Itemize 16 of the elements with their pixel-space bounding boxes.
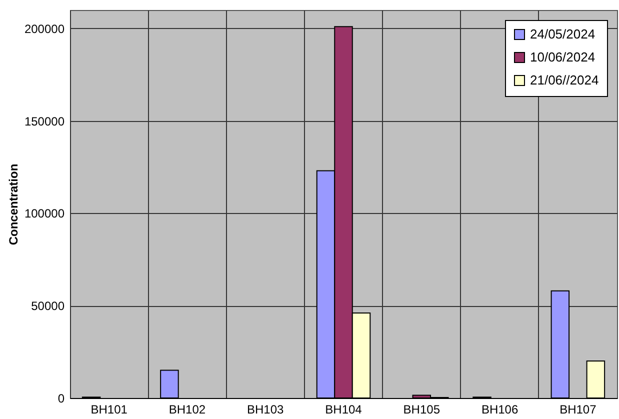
y-tick-label: 50000	[31, 299, 65, 314]
x-tick-label: BH104	[325, 402, 362, 416]
x-tick-label: BH105	[403, 402, 440, 416]
y-axis-title: Concentration	[6, 164, 20, 246]
x-tick-label: BH101	[90, 402, 128, 416]
legend-label: 21/06//2024	[530, 72, 599, 88]
legend-label: 24/05/2024	[530, 26, 596, 42]
legend-label: 10/06/2024	[530, 50, 596, 64]
y-tick-label: 100000	[24, 206, 65, 221]
x-tick-label: BH102	[168, 402, 206, 416]
y-tick-label: 0	[58, 392, 65, 406]
y-tick-label: 150000	[24, 114, 65, 128]
x-tick-label: BH103	[247, 402, 284, 416]
y-tick-label: 200000	[24, 22, 65, 36]
x-tick-label: BH106	[481, 402, 518, 416]
x-tick-label: BH107	[560, 402, 597, 416]
